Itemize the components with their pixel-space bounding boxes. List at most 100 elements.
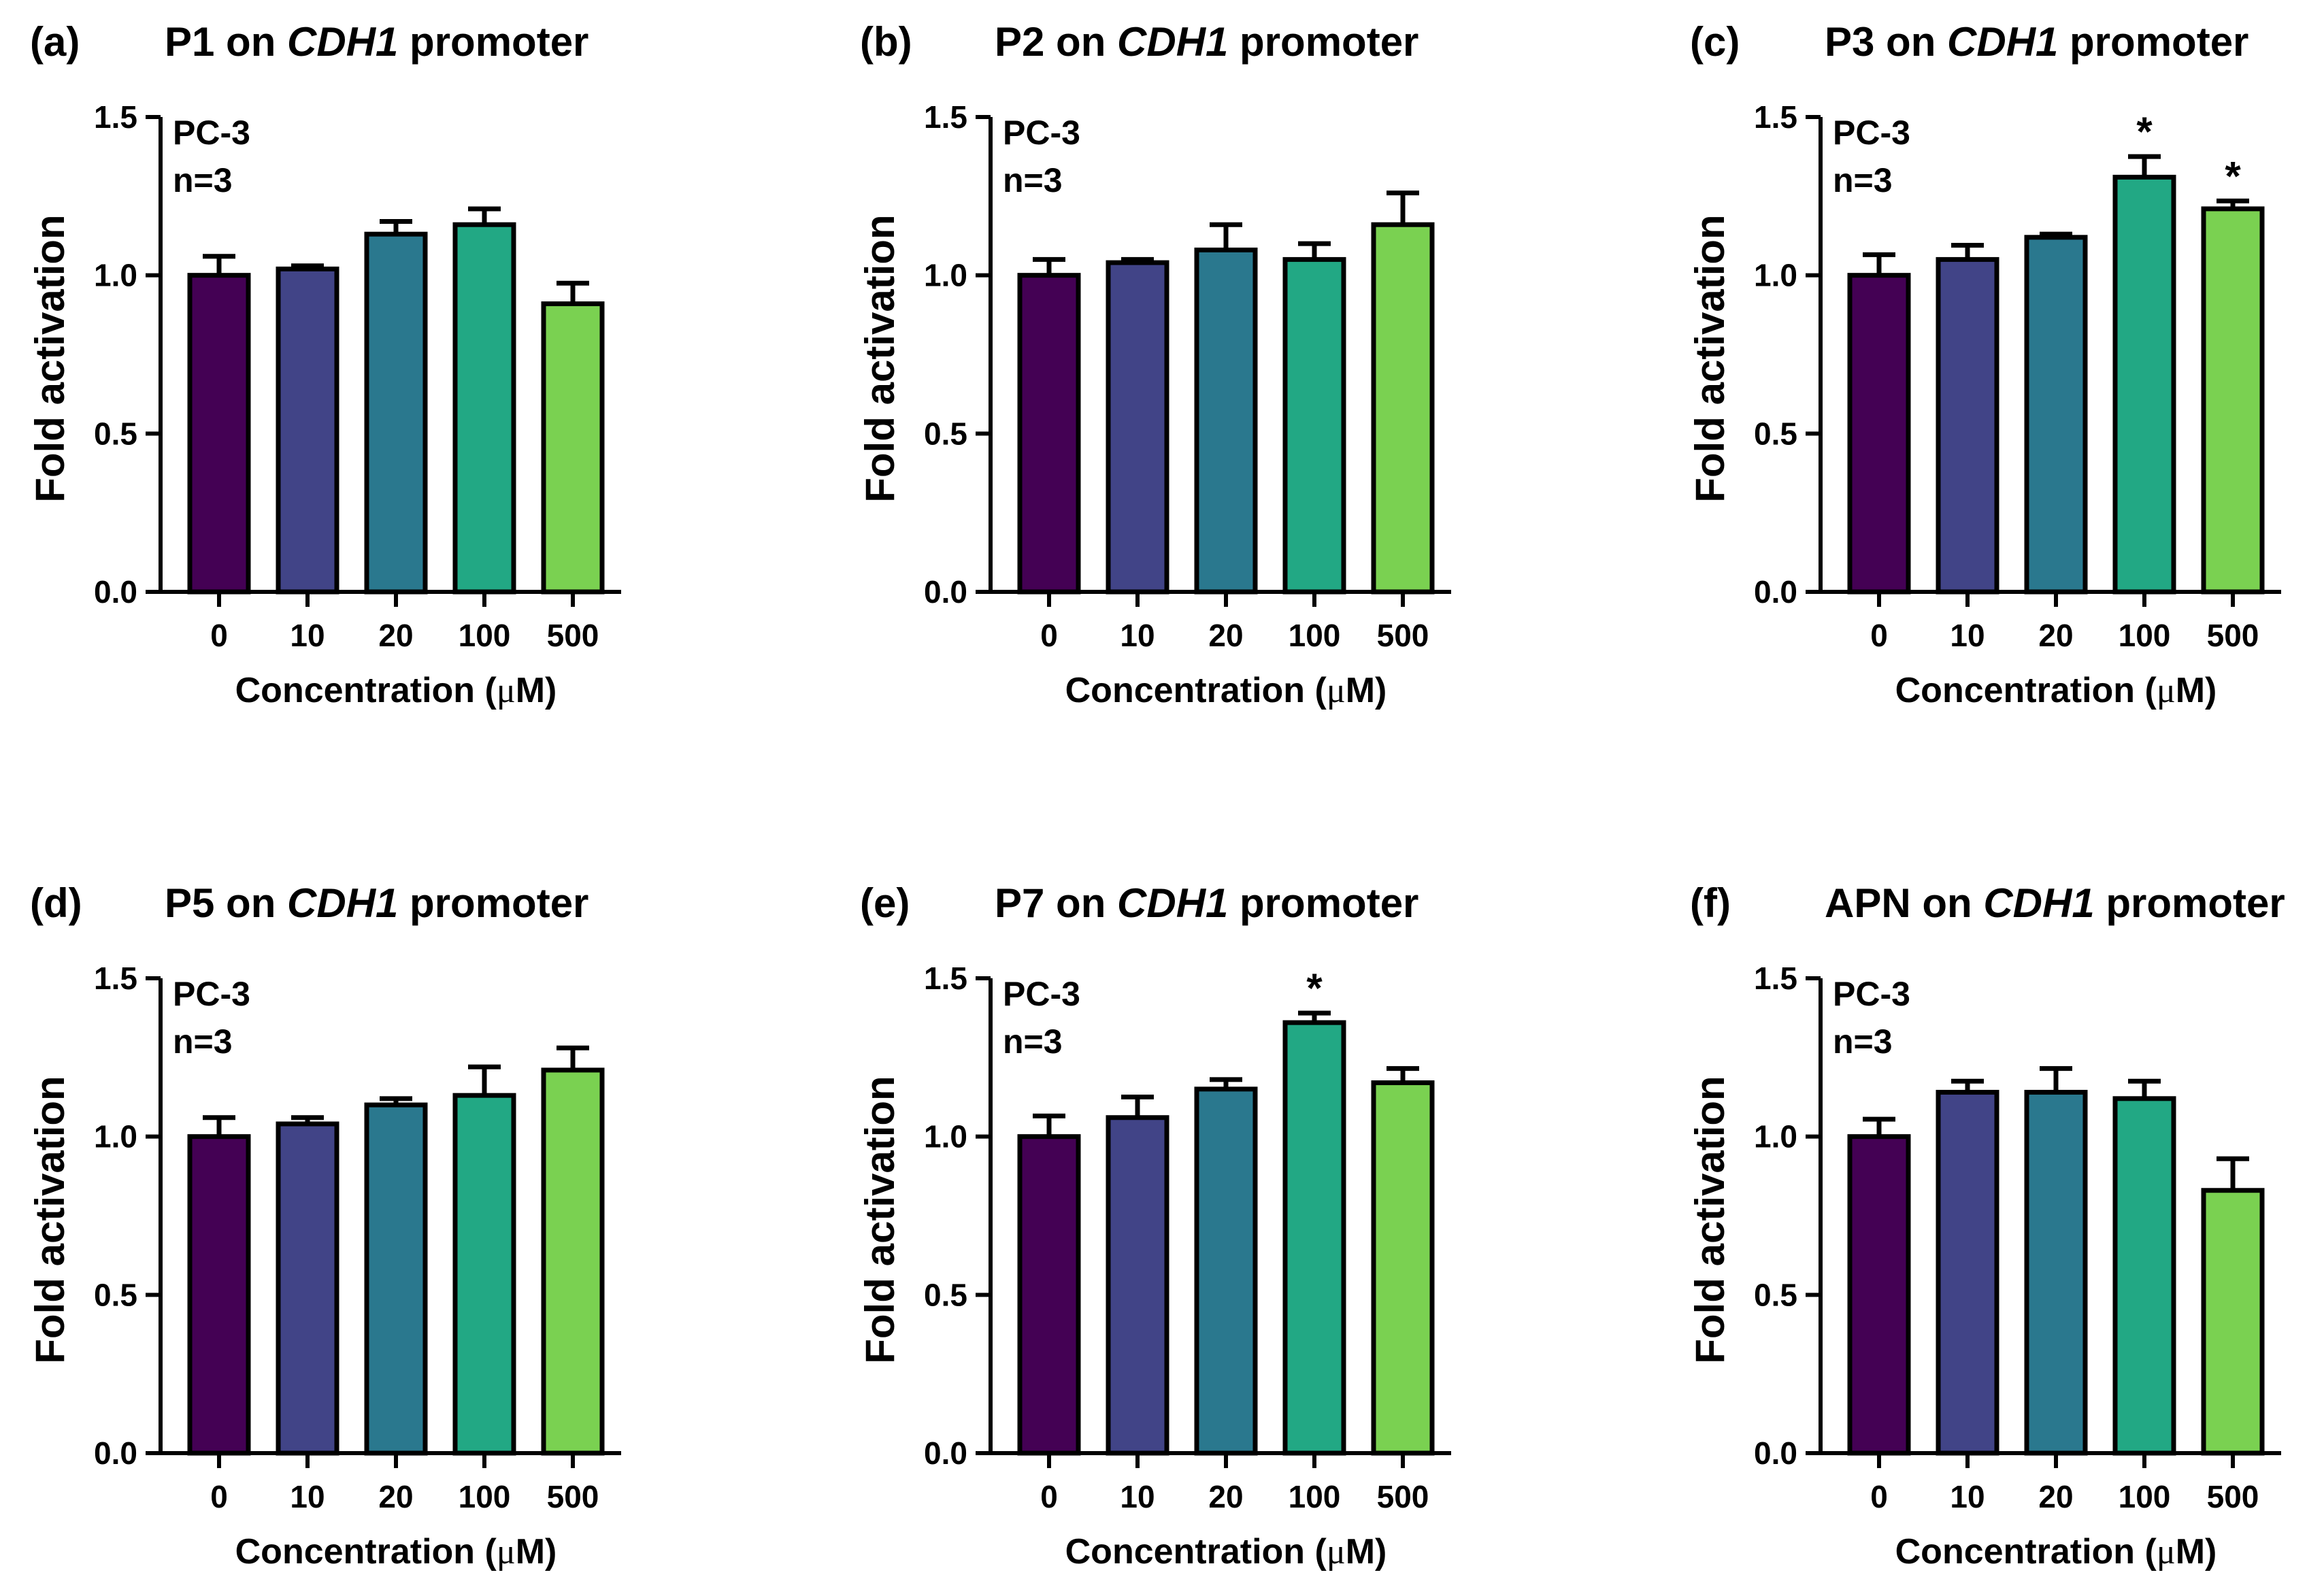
x-tick-label: 20 xyxy=(2038,618,2073,653)
cell-line-label: PC-3 xyxy=(1833,975,1910,1013)
x-tick-label: 20 xyxy=(1208,1479,1243,1514)
bar[interactable] xyxy=(2201,206,2265,595)
bar[interactable] xyxy=(1936,256,1999,595)
bar[interactable] xyxy=(541,301,605,595)
chart-title: P5 on CDH1 promoter xyxy=(165,880,588,926)
x-tick-label: 100 xyxy=(2119,1479,2171,1514)
chart-title-post: promoter xyxy=(2095,880,2285,926)
n-label: n=3 xyxy=(1003,161,1063,199)
bar[interactable] xyxy=(276,1121,339,1456)
chart-title-gene: CDH1 xyxy=(1117,19,1228,65)
chart-title-post: promoter xyxy=(398,19,588,65)
x-tick-label: 0 xyxy=(1040,618,1058,653)
n-label: n=3 xyxy=(1833,161,1893,199)
chart-title-post: promoter xyxy=(2058,19,2248,65)
panel-letter: (f) xyxy=(1690,880,1731,926)
bar[interactable] xyxy=(187,273,251,595)
y-tick-label: 1.0 xyxy=(1754,1119,1797,1154)
bar[interactable] xyxy=(1194,247,1258,595)
x-tick-label: 100 xyxy=(459,1479,511,1514)
y-tick-label: 0.5 xyxy=(1754,416,1797,451)
y-tick-label: 0.0 xyxy=(94,574,137,610)
bar[interactable] xyxy=(1017,1134,1081,1456)
y-tick-label: 1.0 xyxy=(94,258,137,293)
bar[interactable] xyxy=(2024,235,2088,595)
bar[interactable] xyxy=(1017,273,1081,595)
bar[interactable] xyxy=(187,1134,251,1456)
bar[interactable] xyxy=(1371,1080,1435,1456)
x-axis-label-pre: Concentration ( xyxy=(235,1532,497,1572)
x-tick-label: 100 xyxy=(1289,1479,1341,1514)
y-tick-label: 1.0 xyxy=(94,1119,137,1154)
x-tick-label: 500 xyxy=(2207,618,2259,653)
y-tick-label: 0.0 xyxy=(924,1435,967,1471)
chart-title-gene: CDH1 xyxy=(287,880,398,926)
n-label: n=3 xyxy=(173,1023,233,1061)
bar[interactable] xyxy=(2024,1090,2088,1456)
bar[interactable] xyxy=(1106,1115,1169,1456)
x-axis-label: Concentration (μM) xyxy=(1895,671,2217,710)
y-tick-label: 1.5 xyxy=(94,99,137,135)
x-tick-label: 500 xyxy=(547,1479,599,1514)
y-axis-label: Fold activation xyxy=(27,214,73,502)
bar[interactable] xyxy=(541,1067,605,1456)
x-axis-label-post: M) xyxy=(2176,671,2217,710)
bar[interactable] xyxy=(364,231,428,595)
chart-panel-3: (c) P3 on CDH1 promoter 0.0 0.5 1.0 1.5 Fold a… xyxy=(1687,19,2281,710)
y-tick-label: 1.5 xyxy=(924,961,967,996)
bar[interactable] xyxy=(1282,256,1346,595)
chart-title-pre: P2 on xyxy=(995,19,1117,65)
chart-panel-4: (d) P5 on CDH1 promoter 0.0 0.5 1.0 1.5 Fold a… xyxy=(27,880,621,1572)
x-axis-label-post: M) xyxy=(2176,1532,2217,1572)
y-tick-label: 0.5 xyxy=(94,416,137,451)
chart-title-pre: APN on xyxy=(1825,880,1983,926)
y-tick-label: 0.0 xyxy=(1754,1435,1797,1471)
n-label: n=3 xyxy=(173,161,233,199)
x-tick-label: 0 xyxy=(1040,1479,1058,1514)
panel-letter: (a) xyxy=(30,19,80,65)
bar[interactable] xyxy=(1936,1090,1999,1456)
bar[interactable] xyxy=(2112,174,2176,595)
chart-title-gene: CDH1 xyxy=(1947,19,2058,65)
y-tick-label: 1.0 xyxy=(1754,258,1797,293)
chart-title-pre: P5 on xyxy=(165,880,287,926)
bar[interactable] xyxy=(1194,1086,1258,1456)
bar[interactable] xyxy=(2112,1096,2176,1456)
x-axis-label-mu: μ xyxy=(497,671,516,710)
chart-title-post: promoter xyxy=(1228,19,1418,65)
y-tick-label: 0.5 xyxy=(924,416,967,451)
y-tick-label: 0.0 xyxy=(94,1435,137,1471)
cell-line-label: PC-3 xyxy=(173,975,250,1013)
bar[interactable] xyxy=(452,222,516,595)
y-axis-label: Fold activation xyxy=(1687,214,1733,502)
chart-title-pre: P3 on xyxy=(1825,19,1947,65)
chart-title-gene: CDH1 xyxy=(287,19,398,65)
bar[interactable] xyxy=(1371,222,1435,595)
chart-panel-1: (a) P1 on CDH1 promoter 0.0 0.5 1.0 1.5 Fold a… xyxy=(27,19,621,710)
bar[interactable] xyxy=(452,1093,516,1456)
x-tick-label: 500 xyxy=(2207,1479,2259,1514)
y-axis-label: Fold activation xyxy=(857,214,903,502)
bar[interactable] xyxy=(2201,1188,2265,1456)
x-tick-label: 500 xyxy=(1377,1479,1429,1514)
chart-title-pre: P7 on xyxy=(995,880,1117,926)
x-tick-label: 500 xyxy=(547,618,599,653)
y-tick-label: 0.5 xyxy=(94,1277,137,1312)
bar[interactable] xyxy=(364,1102,428,1456)
y-tick-label: 0.0 xyxy=(924,574,967,610)
x-axis-label-mu: μ xyxy=(1327,1533,1346,1572)
bar[interactable] xyxy=(1106,260,1169,595)
x-axis-label-pre: Concentration ( xyxy=(235,671,497,710)
bar[interactable] xyxy=(1847,1134,1911,1456)
y-tick-label: 1.5 xyxy=(94,961,137,996)
x-tick-label: 0 xyxy=(210,1479,228,1514)
significance-marker: * xyxy=(1306,965,1323,1011)
x-axis-label-pre: Concentration ( xyxy=(1895,671,2157,710)
bar[interactable] xyxy=(276,266,339,595)
panel-letter: (e) xyxy=(860,880,910,926)
bar[interactable] xyxy=(1847,273,1911,595)
y-axis-label: Fold activation xyxy=(1687,1076,1733,1363)
bar[interactable] xyxy=(1282,1020,1346,1456)
x-tick-label: 10 xyxy=(1120,1479,1155,1514)
